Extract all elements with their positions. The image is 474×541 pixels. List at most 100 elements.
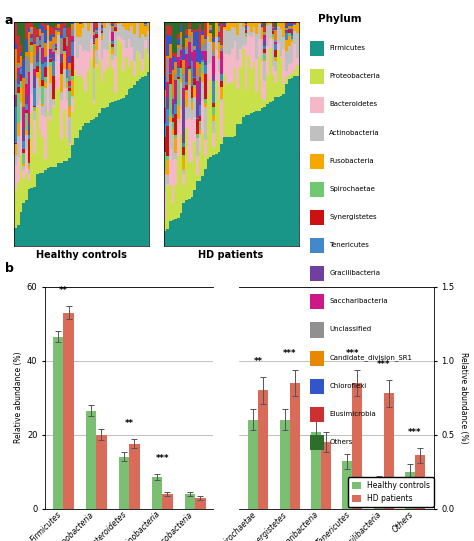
Bar	[90, 23, 92, 39]
Bar	[253, 32, 255, 62]
Bar	[218, 32, 220, 37]
Bar	[38, 69, 41, 87]
Bar	[250, 113, 253, 246]
Bar	[223, 22, 226, 23]
Bar	[27, 23, 30, 28]
Text: Candidate_division_SR1: Candidate_division_SR1	[329, 354, 412, 361]
Bar	[25, 135, 27, 150]
Bar	[218, 27, 220, 32]
Bar	[141, 34, 144, 58]
Bar	[174, 58, 177, 63]
Bar	[277, 44, 280, 50]
Bar	[285, 30, 288, 32]
Bar	[280, 22, 283, 29]
Bar	[188, 85, 191, 118]
Bar	[71, 22, 73, 23]
Bar	[60, 75, 63, 92]
Bar	[193, 30, 196, 31]
Bar	[245, 22, 247, 23]
Bar	[25, 110, 27, 113]
Bar	[49, 53, 52, 58]
Bar	[19, 121, 22, 155]
Bar	[118, 457, 129, 509]
Bar	[164, 170, 166, 174]
Bar	[199, 130, 201, 134]
Bar	[177, 68, 180, 77]
Bar	[38, 47, 41, 69]
Text: ***: ***	[283, 349, 296, 359]
Bar	[228, 55, 231, 83]
Bar	[274, 83, 277, 97]
Bar	[185, 200, 188, 246]
X-axis label: Healthy controls: Healthy controls	[36, 250, 127, 260]
Bar	[27, 135, 30, 139]
Bar	[212, 42, 215, 51]
Bar	[177, 45, 180, 48]
Bar	[185, 85, 188, 90]
Bar	[210, 27, 212, 30]
Bar	[220, 73, 223, 74]
Bar	[293, 44, 296, 70]
Bar	[111, 27, 114, 29]
Bar	[25, 22, 27, 23]
Bar	[264, 53, 266, 60]
Bar	[288, 33, 291, 36]
Bar	[164, 96, 166, 108]
Bar	[92, 68, 95, 100]
Bar	[95, 22, 98, 23]
Bar	[44, 57, 46, 58]
Bar	[220, 44, 223, 45]
Bar	[288, 22, 291, 23]
Bar	[220, 101, 223, 138]
Bar	[38, 36, 41, 38]
Bar	[33, 55, 36, 69]
Text: Unclassified: Unclassified	[329, 326, 372, 333]
Bar	[100, 82, 103, 109]
Bar	[114, 27, 117, 28]
Bar	[14, 228, 17, 246]
Bar	[180, 134, 182, 213]
Bar	[201, 35, 204, 44]
Bar	[172, 221, 174, 246]
Bar	[71, 96, 73, 98]
Bar	[182, 170, 185, 174]
Bar	[79, 37, 82, 45]
Bar	[285, 23, 288, 25]
Bar	[27, 72, 30, 125]
Bar	[207, 36, 210, 64]
Bar	[76, 138, 79, 246]
Bar	[296, 33, 299, 57]
Bar	[231, 137, 234, 246]
Bar	[220, 138, 223, 143]
Bar	[166, 25, 169, 35]
Bar	[274, 44, 277, 50]
Bar	[228, 31, 231, 55]
Bar	[55, 62, 57, 89]
Bar	[193, 85, 196, 88]
Bar	[288, 25, 291, 28]
Bar	[245, 32, 247, 36]
Bar	[172, 97, 174, 100]
Bar	[95, 67, 98, 117]
Bar	[218, 100, 220, 151]
Bar	[133, 22, 136, 34]
Bar	[41, 87, 44, 104]
Bar	[177, 34, 180, 39]
Bar	[73, 23, 76, 41]
Bar	[114, 31, 117, 32]
Text: **: **	[59, 286, 68, 295]
Bar	[25, 56, 27, 84]
Bar	[25, 23, 27, 39]
Bar	[60, 35, 63, 38]
Bar	[288, 64, 291, 75]
Bar	[169, 84, 172, 116]
Bar	[130, 88, 133, 246]
Bar	[92, 23, 95, 32]
Bar	[87, 123, 90, 246]
Bar	[180, 60, 182, 61]
Bar	[212, 147, 215, 155]
Y-axis label: Relative abundance (%): Relative abundance (%)	[14, 352, 23, 444]
Bar	[41, 173, 44, 246]
Bar	[164, 123, 166, 137]
Bar	[199, 121, 201, 130]
